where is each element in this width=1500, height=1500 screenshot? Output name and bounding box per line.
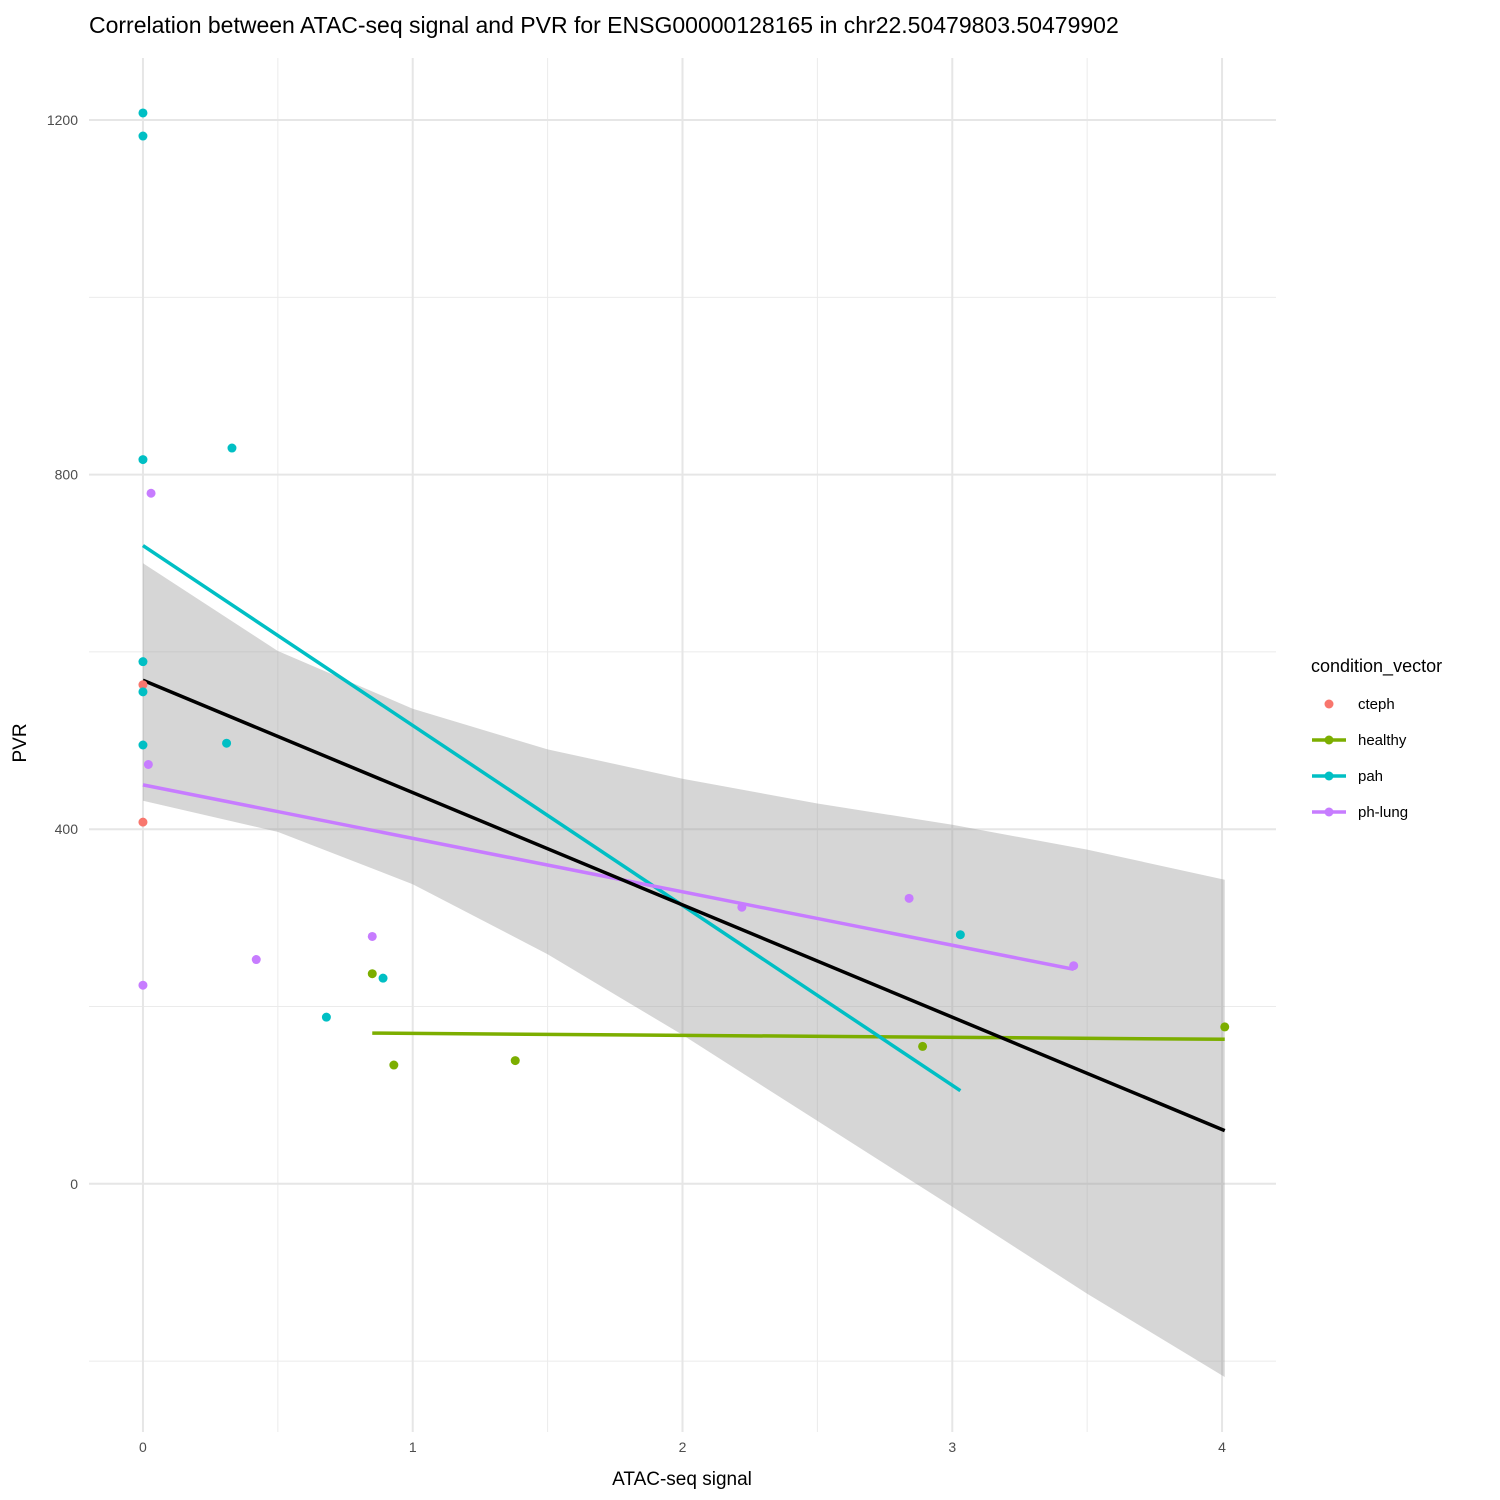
fit-line-healthy — [372, 1031, 1225, 1042]
data-point-ph-lung — [143, 760, 153, 770]
legend-label-ph-lung: ph-lung — [1358, 804, 1408, 821]
data-point-pah — [955, 930, 965, 940]
x-tick-labels: 0 1 2 3 4 — [139, 1439, 1226, 1455]
chart-title: Correlation between ATAC-seq signal and … — [89, 12, 1119, 38]
data-point-healthy — [1220, 1022, 1230, 1032]
group-fit-lines — [141, 544, 1225, 1093]
data-point-pah — [321, 1012, 331, 1022]
y-tick-label: 400 — [55, 821, 79, 837]
data-point-ph-lung — [1069, 961, 1079, 971]
legend-key-point-healthy — [1324, 735, 1334, 745]
data-point-pah — [138, 108, 148, 118]
data-point-ph-lung — [904, 893, 914, 903]
legend-label-healthy: healthy — [1358, 732, 1407, 749]
data-point-healthy — [510, 1056, 520, 1066]
y-tick-labels: 0 400 800 1200 — [47, 112, 78, 1192]
fit-line-pah — [141, 544, 962, 1093]
data-point-healthy — [918, 1041, 928, 1051]
y-tick-label: 1200 — [47, 112, 78, 128]
x-tick-label: 3 — [948, 1439, 956, 1455]
data-point-pah — [222, 738, 232, 748]
legend-key-point-ph-lung — [1324, 807, 1334, 817]
data-point-healthy — [389, 1060, 399, 1070]
data-point-pah — [138, 740, 148, 750]
data-point-pah — [138, 657, 148, 667]
legend-key-point-pah — [1324, 771, 1334, 781]
data-point-cteph — [138, 817, 148, 827]
data-point-ph-lung — [138, 980, 148, 990]
overall-fit-line — [142, 678, 1226, 1133]
legend-label-cteph: cteph — [1358, 696, 1395, 713]
data-point-ph-lung — [367, 931, 377, 941]
data-point-pah — [138, 131, 148, 141]
x-tick-label: 2 — [679, 1439, 687, 1455]
x-tick-label: 4 — [1218, 1439, 1226, 1455]
data-point-healthy — [367, 969, 377, 979]
data-points — [138, 108, 1230, 1070]
confidence-band — [143, 563, 1225, 1377]
data-point-cteph — [138, 680, 148, 690]
legend: condition_vector cteph healthy pah ph-lung — [1311, 656, 1442, 821]
y-tick-label: 0 — [70, 1176, 78, 1192]
data-point-ph-lung — [251, 955, 261, 965]
legend-label-pah: pah — [1358, 768, 1383, 785]
overall-fit-line-group — [142, 678, 1226, 1133]
x-tick-label: 1 — [409, 1439, 417, 1455]
legend-key-point-cteph — [1324, 699, 1334, 709]
data-point-pah — [138, 455, 148, 465]
fit-line-ph-lung — [142, 783, 1075, 971]
data-point-ph-lung — [737, 902, 747, 912]
x-axis-title: ATAC-seq signal — [612, 1469, 752, 1490]
data-point-pah — [227, 443, 237, 453]
confidence-band-area — [143, 563, 1225, 1377]
y-axis-title: PVR — [10, 723, 31, 762]
data-point-pah — [138, 687, 148, 697]
data-point-pah — [378, 973, 388, 983]
legend-title: condition_vector — [1311, 656, 1442, 677]
data-point-ph-lung — [146, 488, 156, 498]
y-tick-label: 800 — [55, 467, 79, 483]
x-tick-label: 0 — [139, 1439, 147, 1455]
